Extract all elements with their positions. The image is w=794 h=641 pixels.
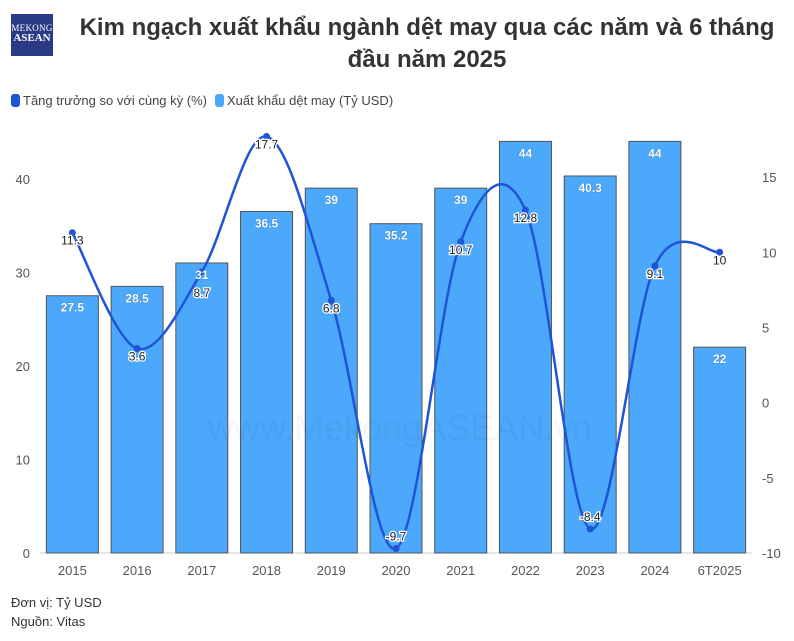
growth-point	[716, 248, 724, 256]
legend: Tăng trưởng so với cùng kỳ (%) Xuất khẩu…	[11, 93, 393, 108]
growth-value-label: 11.3	[61, 234, 84, 248]
x-tick-label: 2021	[446, 563, 475, 578]
bar	[240, 211, 294, 554]
left-tick-label: 40	[16, 172, 30, 187]
right-tick-label: 0	[762, 396, 769, 411]
chart-title: Kim ngạch xuất khẩu ngành dệt may qua cá…	[79, 14, 775, 73]
logo: MEKONG ASEAN	[11, 14, 53, 56]
x-tick-label: 2023	[576, 563, 605, 578]
bar-value-label: 39	[454, 193, 468, 207]
bar-value-label: 40.3	[579, 181, 603, 195]
growth-point	[457, 238, 465, 246]
x-tick-label: 2017	[187, 563, 216, 578]
x-tick-label: 2018	[252, 563, 281, 578]
growth-point	[586, 525, 594, 533]
growth-point	[651, 262, 659, 270]
bar-value-label: 35.2	[384, 229, 408, 243]
right-tick-label: -5	[762, 471, 774, 486]
growth-point	[521, 206, 529, 214]
bar	[434, 187, 488, 554]
growth-value-label: 8.7	[193, 286, 210, 300]
growth-value-label: 6.8	[323, 301, 340, 315]
growth-point	[198, 268, 206, 276]
left-tick-label: 30	[16, 265, 30, 280]
growth-value-label: -9.7	[386, 529, 407, 543]
x-tick-label: 2022	[511, 563, 540, 578]
left-tick-label: 0	[23, 546, 30, 561]
bar-value-label: 44	[519, 146, 533, 160]
legend-label: Tăng trưởng so với cùng kỳ (%)	[23, 93, 207, 108]
x-tick-label: 2016	[123, 563, 152, 578]
unit-note: Đơn vị: Tỷ USD	[11, 595, 102, 610]
growth-value-label: 10.7	[449, 243, 473, 257]
bar	[369, 223, 423, 554]
bar	[628, 140, 682, 554]
growth-value-label: 9.1	[647, 267, 664, 281]
bar	[175, 262, 229, 554]
bar-value-label: 36.5	[255, 217, 279, 231]
right-tick-label: -10	[762, 546, 781, 561]
legend-label: Xuất khẩu dệt may (Tỷ USD)	[226, 93, 394, 108]
growth-value-label: 10	[713, 253, 727, 267]
x-tick-label: 2019	[317, 563, 346, 578]
growth-value-label: 3.6	[129, 350, 146, 364]
right-tick-label: 10	[762, 245, 776, 260]
x-tick-label: 2020	[382, 563, 411, 578]
left-tick-label: 20	[16, 359, 30, 374]
bar-value-label: 31	[195, 268, 209, 282]
legend-swatch	[11, 94, 20, 107]
growth-point	[133, 345, 141, 353]
right-tick-label: 5	[762, 320, 769, 335]
x-tick-label: 2024	[640, 563, 669, 578]
x-tick-label: 6T2025	[698, 563, 742, 578]
bar-value-label: 39	[325, 193, 339, 207]
bar	[563, 175, 617, 554]
growth-value-label: -8.4	[580, 510, 601, 524]
legend-item-growth[interactable]: Tăng trưởng so với cùng kỳ (%)	[11, 93, 207, 108]
bar	[498, 140, 552, 554]
x-tick-label: 2015	[58, 563, 87, 578]
growth-value-label: 12.8	[514, 211, 538, 225]
bar-value-label: 44	[648, 146, 662, 160]
right-tick-label: 15	[762, 170, 776, 185]
growth-value-label: 17.7	[255, 138, 279, 152]
source-note: Nguồn: Vitas	[11, 614, 86, 629]
bar	[110, 285, 164, 554]
bar-value-label: 28.5	[125, 291, 149, 305]
bar-value-label: 22	[713, 352, 727, 366]
growth-point	[263, 133, 271, 141]
watermark: www.MekongASEAN.vn	[207, 407, 592, 448]
bar-value-label: 27.5	[61, 301, 85, 315]
growth-point	[392, 544, 400, 552]
growth-point	[327, 296, 335, 304]
left-tick-label: 10	[16, 452, 30, 467]
legend-swatch	[214, 94, 224, 107]
growth-point	[68, 229, 76, 237]
bar	[693, 346, 747, 554]
legend-item-export[interactable]: Xuất khẩu dệt may (Tỷ USD)	[214, 93, 394, 108]
bar	[45, 295, 99, 554]
